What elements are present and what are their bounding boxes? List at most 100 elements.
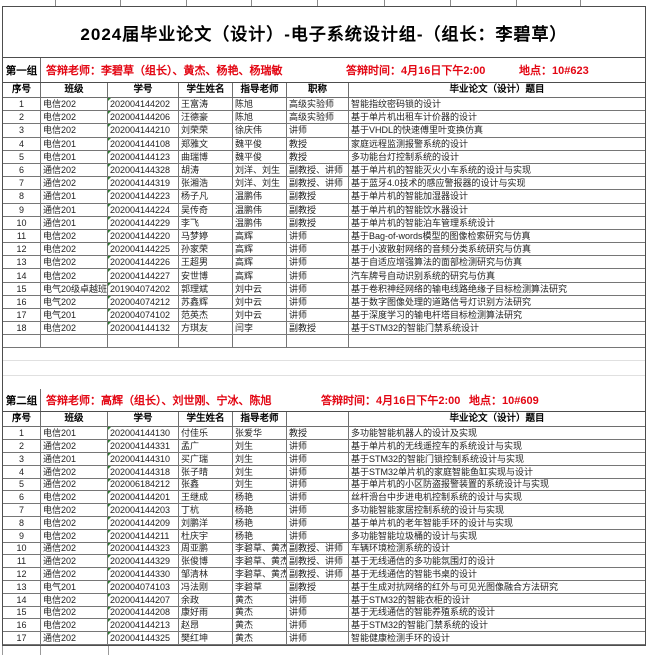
table-row: 5 电信201 202004144123 曲瑞博 魏平俊 教授 多功能台灯控制系统的设计 bbox=[3, 150, 645, 164]
cell-index: 16 bbox=[3, 619, 41, 632]
cell-student-name: 苏鑫辉 bbox=[179, 295, 233, 308]
cell-advisor: 李碧草、黄杰 bbox=[235, 555, 287, 568]
cell-student-id: 201904074202 bbox=[108, 282, 179, 295]
cell-student-id: 202004144211 bbox=[108, 529, 179, 542]
cell-index: 4 bbox=[3, 465, 41, 478]
cell-thesis-title: 丝杆滑台中步进电机控制系统的设计与实现 bbox=[351, 492, 523, 503]
cell-student-id: 202004144310 bbox=[108, 452, 179, 465]
cell-class: 通信201 bbox=[41, 452, 108, 465]
cell-student-id: 202004144225 bbox=[108, 243, 179, 256]
cell-student-name: 胡涛 bbox=[179, 163, 233, 177]
cell-advisor: 刘洋、刘生 bbox=[233, 163, 287, 177]
cell-student-id: 202004144220 bbox=[108, 229, 179, 243]
cell-student-name: 邹清林 bbox=[179, 568, 233, 580]
cell-class: 电气202 bbox=[41, 295, 108, 308]
cell-advisor: 高辉 bbox=[233, 256, 287, 269]
table-row: 16 电信202 202004144213 赵昂 黄杰 讲师 基于STM32的智能门禁系统的… bbox=[3, 619, 645, 633]
cell-student-name: 赵昂 bbox=[179, 619, 233, 632]
cell-student-name: 方琪友 bbox=[179, 322, 233, 335]
empty-cell bbox=[179, 335, 233, 348]
cell-class: 通信202 bbox=[41, 568, 108, 580]
cell-class: 电气201 bbox=[41, 309, 108, 322]
cell-class: 通信202 bbox=[41, 478, 108, 491]
cell-student-id: 202004144132 bbox=[108, 322, 179, 335]
table-row: 12 通信202 202004144330 邹清林 李碧草、黄杰 副教授、讲师 基于无线通信… bbox=[3, 568, 645, 581]
cell-index: 10 bbox=[3, 542, 41, 555]
cell-class: 电信202 bbox=[41, 229, 108, 243]
cell-thesis-title: 家庭远程监测报警系统的设计 bbox=[351, 138, 469, 149]
table-row: 13 电气201 202004074103 冯法刚 李碧草 副教授 基于生成对抗网络的红外与… bbox=[3, 580, 645, 594]
cell-index: 6 bbox=[3, 163, 41, 177]
cell-thesis-title: 基于STM32的智能门禁系统设计 bbox=[351, 323, 480, 334]
cell-student-name: 马梦婷 bbox=[179, 229, 233, 243]
cell-class: 通信201 bbox=[41, 190, 108, 203]
cell-student-name: 丁杭 bbox=[179, 504, 233, 516]
cell-thesis-title: 基于Bag-of-words模型的图像检索研究与仿真 bbox=[351, 230, 531, 241]
cell-class: 电信202 bbox=[41, 98, 108, 111]
cell-advisor-rank: 讲师 bbox=[287, 229, 349, 243]
cell-class: 电信202 bbox=[41, 619, 108, 632]
cell-class: 电信201 bbox=[41, 427, 108, 440]
grid-tick bbox=[2, 645, 3, 655]
grid-tick bbox=[450, 0, 451, 6]
cell-advisor-rank: 讲师 bbox=[287, 516, 349, 529]
cell-advisor-rank: 讲师 bbox=[287, 465, 349, 478]
column-header: 职称 bbox=[287, 83, 349, 97]
cell-student-name: 刘荣荣 bbox=[179, 124, 233, 137]
table-row: 14 电信202 202004144207 余政 黄杰 讲师 基于STM32的智能衣柜的设计 bbox=[3, 593, 645, 607]
group-1-rows: 1 电信202 202004144202 王富涛 陈旭 高级实验师 智能指纹密码锁的设计 2 电… bbox=[3, 98, 645, 336]
table-row: 9 通信201 202004144224 吴传奇 温鹏伟 副教授 基于单片机的智能饮水器设计 bbox=[3, 203, 645, 217]
cell-index: 2 bbox=[3, 111, 41, 124]
cell-student-name: 杨子凡 bbox=[179, 190, 233, 203]
cell-student-name: 汪德豪 bbox=[179, 111, 233, 124]
bottom-partial-row bbox=[0, 645, 650, 655]
table-row: 10 通信202 202004144323 周亚鹏 李碧草、黄杰 副教授、讲师 车辆环境检测… bbox=[3, 542, 645, 556]
grid-tick bbox=[40, 645, 41, 655]
cell-class: 通信202 bbox=[41, 632, 108, 644]
cell-index: 3 bbox=[3, 452, 41, 465]
cell-student-name: 郭理斌 bbox=[179, 282, 233, 295]
column-header: 班级 bbox=[41, 412, 108, 427]
cell-advisor-rank: 副教授、讲师 bbox=[287, 568, 349, 580]
cell-student-id: 202004144202 bbox=[108, 98, 179, 111]
group-1-time: 答辩时间：4月16日下午2:00 bbox=[346, 65, 486, 77]
cell-student-id: 202004144325 bbox=[108, 632, 179, 644]
cell-thesis-title: 基于单片机的智能灭火小车系统的设计与实现 bbox=[351, 165, 532, 176]
cell-student-id: 202004144108 bbox=[108, 137, 179, 150]
cell-advisor: 刘生 bbox=[233, 440, 287, 452]
cell-advisor: 刘中云 bbox=[233, 282, 287, 295]
table-row: 8 电信202 202004144209 刘鹏洋 杨艳 讲师 基于单片机的老年智能手环的设计… bbox=[3, 516, 645, 530]
cell-student-id: 202004144318 bbox=[108, 465, 179, 478]
cell-student-name: 余政 bbox=[179, 593, 233, 606]
cell-advisor-rank: 讲师 bbox=[287, 282, 349, 295]
cell-index: 12 bbox=[3, 568, 41, 580]
cell-student-name: 安世博 bbox=[179, 269, 233, 282]
group-1-header-row: 第一组 答辩老师：李碧草（组长）、黄杰、杨艳、杨瑞敏 答辩时间：4月16日下午2… bbox=[3, 58, 645, 83]
cell-advisor: 刘生 bbox=[233, 452, 287, 465]
cell-thesis-title: 车辆环境检测系统的设计 bbox=[351, 543, 451, 554]
cell-thesis-title: 多功能智能垃圾桶的设计与实现 bbox=[351, 530, 478, 541]
cell-index: 4 bbox=[3, 137, 41, 150]
group-2-label: 第二组 bbox=[3, 389, 41, 412]
cell-index: 1 bbox=[3, 98, 41, 111]
cell-student-id: 202004144331 bbox=[108, 440, 179, 452]
table-row: 14 电信202 202004144227 安世博 高辉 讲师 汽车牌号自动识别系统的研究与… bbox=[3, 269, 645, 283]
table-row: 17 通信202 202004144325 樊红坤 黄杰 讲师 智能健康检测手环的设计 bbox=[3, 632, 645, 645]
cell-class: 电信202 bbox=[41, 111, 108, 124]
cell-advisor-rank: 教授 bbox=[287, 137, 349, 150]
grid-tick bbox=[317, 0, 318, 6]
column-header: 学生姓名 bbox=[179, 83, 233, 97]
cell-index: 9 bbox=[3, 203, 41, 216]
cell-index: 10 bbox=[3, 216, 41, 229]
cell-student-id: 202004144329 bbox=[108, 555, 179, 568]
cell-thesis-title: 基于无线通信的智能养殖系统的设计 bbox=[351, 607, 496, 618]
cell-index: 11 bbox=[3, 229, 41, 243]
table-row: 12 电信202 202004144225 孙家荣 高辉 讲师 基于小波散射网络的音频分类系… bbox=[3, 243, 645, 257]
cell-class: 电信201 bbox=[41, 137, 108, 150]
cell-student-name: 张俊博 bbox=[179, 555, 233, 568]
cell-advisor-rank: 讲师 bbox=[287, 269, 349, 282]
cell-thesis-title: 多功能智能机器人的设计及实现 bbox=[351, 428, 478, 439]
cell-index: 5 bbox=[3, 478, 41, 491]
cell-student-id: 202004144319 bbox=[108, 177, 179, 190]
cell-advisor-rank: 讲师 bbox=[287, 504, 349, 516]
